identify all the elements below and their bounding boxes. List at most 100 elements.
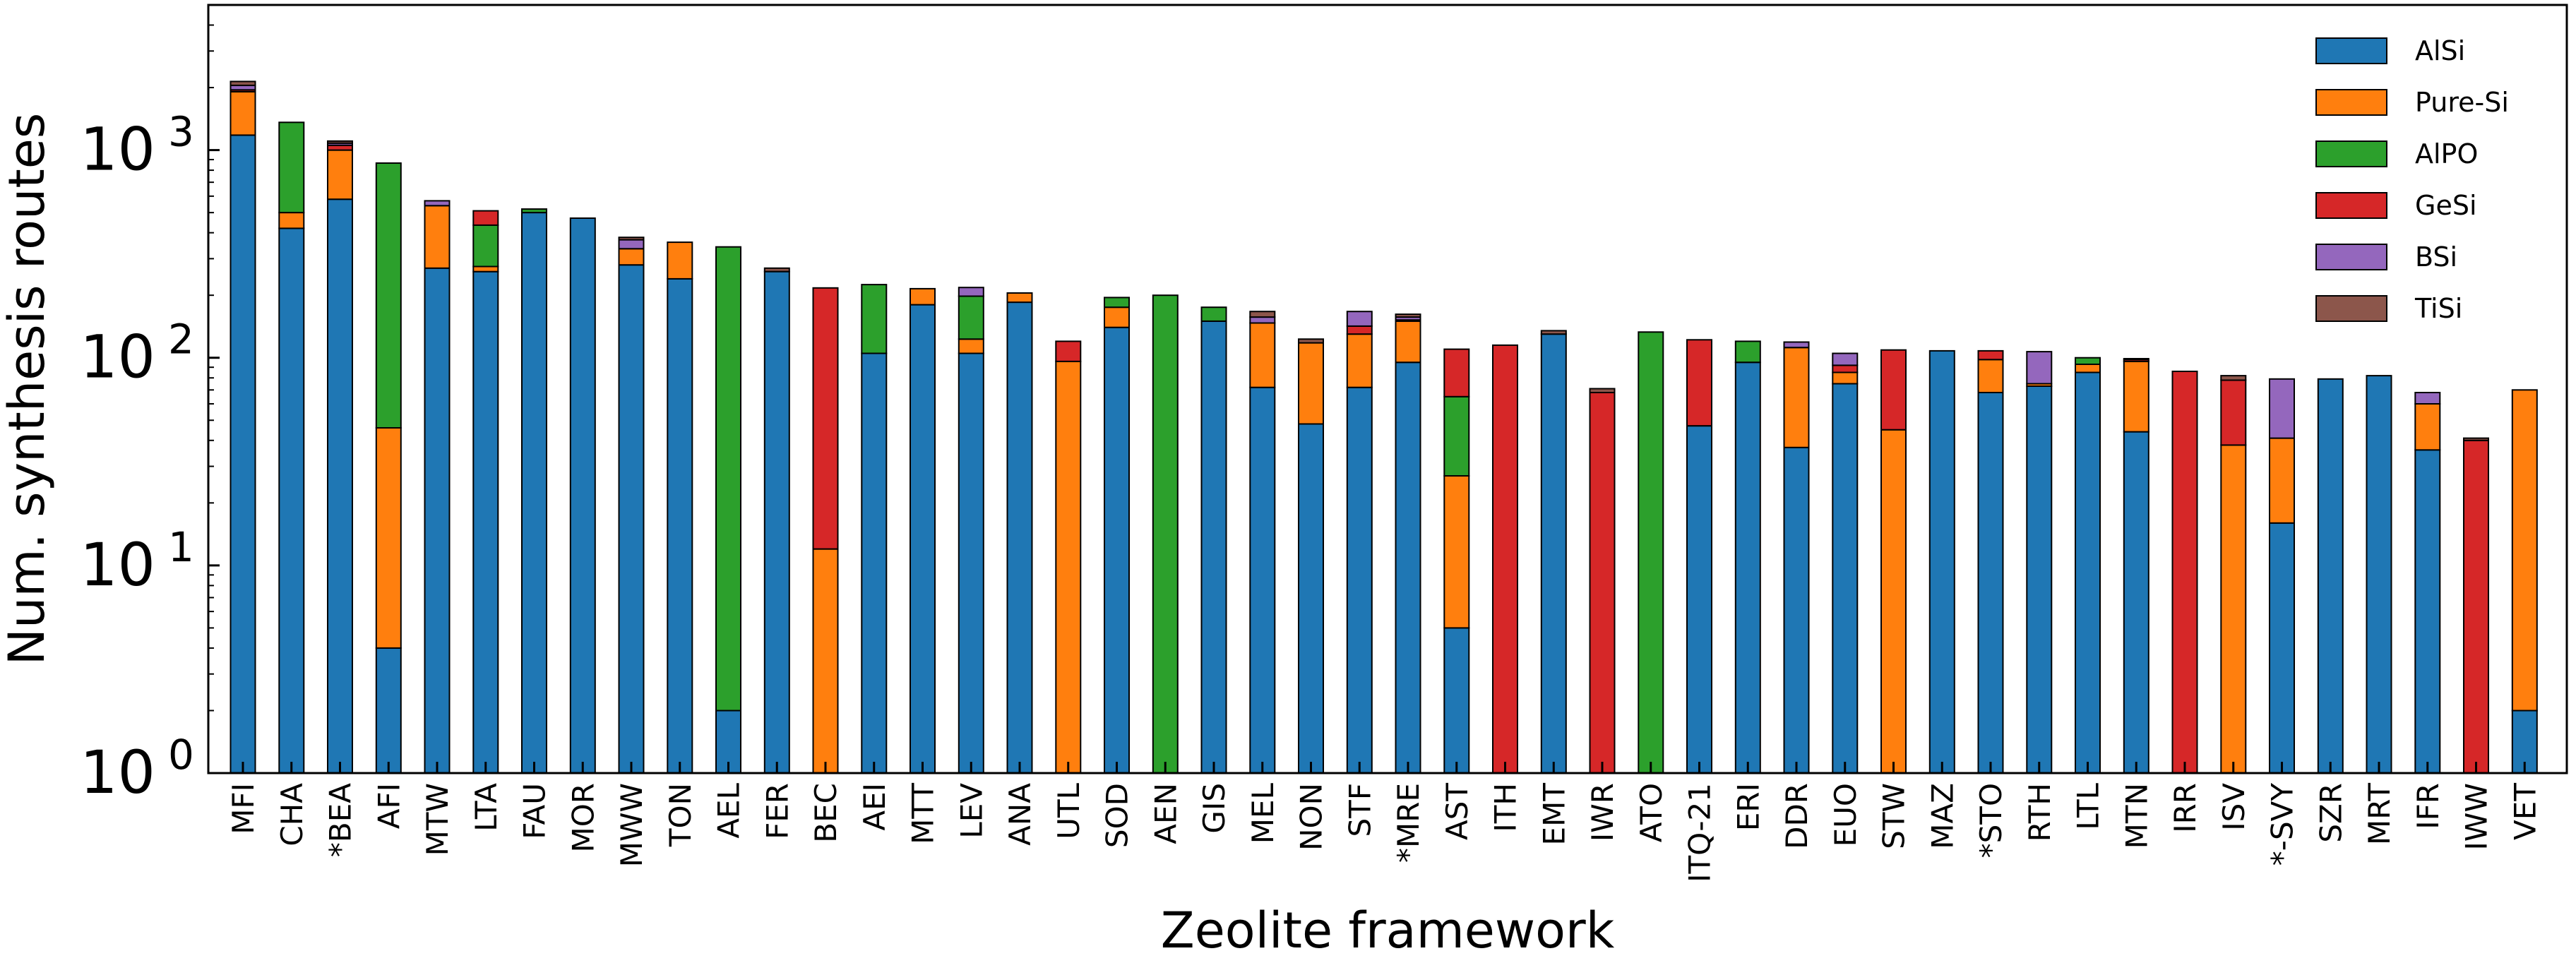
bar-segment-alpo <box>278 121 305 214</box>
bar-segment-alsi <box>2123 431 2149 774</box>
y-tick-exponent: 2 <box>168 316 194 364</box>
x-tick-label: *STO <box>1974 783 2008 858</box>
bar-segment-gesi <box>1880 349 1907 431</box>
x-tick-label: AEN <box>1148 783 1183 844</box>
x-axis-title: Zeolite framework <box>1161 902 1615 959</box>
bar-segment-tisi <box>327 140 353 144</box>
bar-segment-alsi <box>2414 449 2441 774</box>
bar-segment-pure-si <box>472 265 499 273</box>
bar-segment-pure-si <box>667 241 693 280</box>
legend-swatch-alpo <box>2315 140 2387 167</box>
bar-segment-alsi <box>763 270 790 774</box>
bar-segment-bsi <box>2026 351 2053 385</box>
bar-segment-alpo <box>1443 395 1470 477</box>
bar-segment-alsi <box>2366 375 2392 774</box>
x-tick-label: MRT <box>2362 783 2397 845</box>
bar-segment-gesi <box>2171 371 2198 774</box>
x-tick-label: IRR <box>2168 783 2202 833</box>
x-tick-label: AEL <box>712 782 746 838</box>
x-tick-label: LTA <box>469 783 503 832</box>
bar-segment-pure-si <box>618 248 645 266</box>
bar-segment-gesi <box>2463 439 2489 774</box>
legend-swatch-alsi <box>2315 37 2387 64</box>
plot-frame <box>207 4 2568 774</box>
bar-segment-alsi <box>1734 361 1761 774</box>
y-tick-label: 10 <box>80 530 155 599</box>
x-tick-label: NON <box>1294 783 1329 851</box>
x-tick-label: SZR <box>2313 783 2348 843</box>
bar-segment-alsi <box>1783 446 1810 774</box>
x-tick-label: STW <box>1877 783 1912 849</box>
bar-segment-alsi <box>1298 423 1324 774</box>
bar-segment-alsi <box>1832 383 1859 774</box>
x-tick-label: DDR <box>1779 783 1814 849</box>
legend-label: TiSi <box>2414 293 2462 324</box>
x-tick-label: *BEA <box>323 783 358 857</box>
bar-segment-pure-si <box>1006 292 1033 304</box>
bar-segment-pure-si <box>1346 333 1373 388</box>
bar-segment-tisi <box>1540 330 1567 335</box>
bar-segment-gesi <box>1492 344 1518 774</box>
bar-segment-alsi <box>667 277 693 774</box>
x-tick-label: TON <box>663 783 698 847</box>
bar-segment-bsi <box>424 200 451 207</box>
x-tick-label: EMT <box>1537 783 1571 846</box>
bar-segment-pure-si <box>1783 347 1810 448</box>
bar-segment-alsi <box>278 227 305 774</box>
bar-segment-alsi <box>375 647 402 774</box>
bar-segment-tisi <box>1395 313 1421 318</box>
bar-segment-pure-si <box>1832 371 1859 385</box>
x-tick-label: RTH <box>2022 783 2057 842</box>
bar-segment-gesi <box>1589 392 1616 774</box>
bar-segment-alsi <box>861 352 888 774</box>
bar-segment-tisi <box>1249 311 1276 318</box>
bar-segment-gesi <box>1055 340 1082 362</box>
y-axis: 10 0 10 1 10 2 10 3 <box>80 4 220 807</box>
x-tick-label: UTL <box>1051 782 1086 839</box>
x-tick-label: MOR <box>566 783 600 852</box>
bar-segment-alsi <box>2317 378 2344 774</box>
x-tick-label: ATO <box>1634 783 1669 842</box>
x-tick-label: *MRE <box>1391 783 1426 863</box>
bar-segment-tisi <box>2463 437 2489 441</box>
bar-segment-pure-si <box>1977 359 2004 393</box>
x-tick-label: IFR <box>2411 783 2445 830</box>
bar-segment-gesi <box>472 210 499 226</box>
x-tick-label: MTN <box>2119 783 2154 849</box>
y-tick-exponent: 3 <box>168 108 194 156</box>
legend-swatch-bsi <box>2315 244 2387 270</box>
legend-swatch-pure-si <box>2315 89 2387 116</box>
legend-label: AlSi <box>2415 35 2465 66</box>
bar-segment-pure-si <box>229 90 256 136</box>
y-tick-label: 10 <box>80 115 155 184</box>
bar-segment-pure-si <box>1395 320 1421 364</box>
bar-segment-pure-si <box>2414 403 2441 451</box>
x-tick-label: GIS <box>1197 783 1232 834</box>
bar-segment-tisi <box>1589 388 1616 393</box>
bar-segment-alpo <box>521 208 547 214</box>
y-tick-label: 10 <box>80 323 155 392</box>
legend: AlSi Pure-Si AlPO GeSi BSi TiSi <box>2315 35 2509 324</box>
bar-segment-pure-si <box>1880 429 1907 774</box>
bar-segment-alsi <box>521 212 547 774</box>
legend-label: AlPO <box>2415 138 2478 169</box>
x-tick-label: SOD <box>1100 783 1135 848</box>
bar-segment-tisi <box>618 237 645 241</box>
y-tick-label: 10 <box>80 738 155 807</box>
x-tick-label: ITH <box>1489 783 1523 832</box>
x-tick-label: *-SVY <box>2265 783 2300 866</box>
x-tick-label: MWW <box>614 783 649 867</box>
bar-segment-pure-si <box>1249 322 1276 388</box>
bar-segment-gesi <box>1686 339 1712 427</box>
bar-segment-bsi <box>2414 392 2441 405</box>
bar-segment-alsi <box>958 352 984 774</box>
bar-segment-gesi <box>1443 348 1470 397</box>
bar-segment-bsi <box>1346 311 1373 327</box>
bar-segment-alsi <box>327 198 353 774</box>
bar-segment-alsi <box>1928 349 1955 774</box>
bar-segment-tisi <box>1298 338 1324 344</box>
bar-segment-alsi <box>1395 361 1421 774</box>
bar-segment-alpo <box>2075 357 2101 366</box>
bar-segment-alpo <box>1200 306 1227 322</box>
